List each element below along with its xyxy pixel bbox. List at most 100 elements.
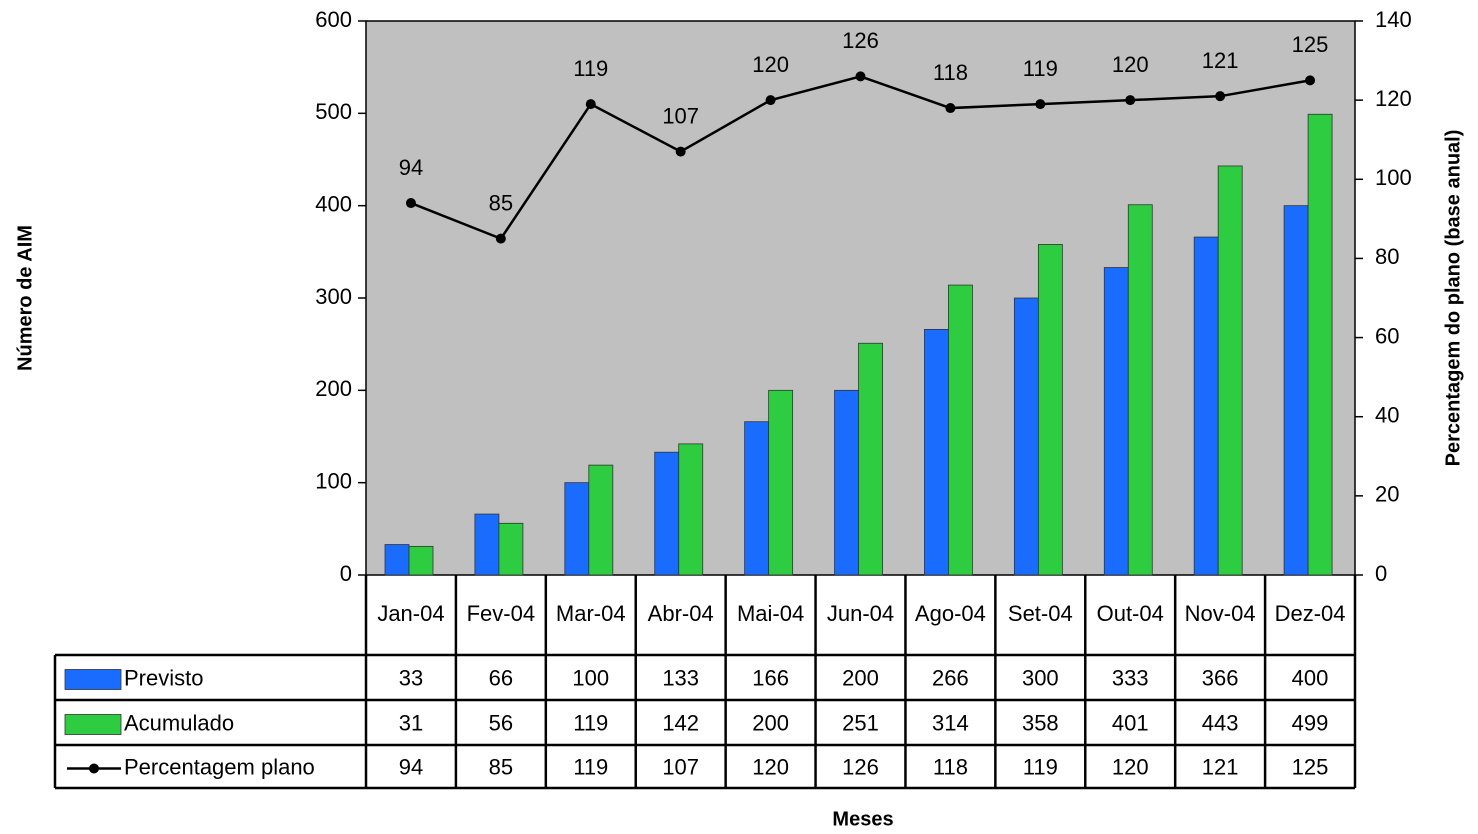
legend-marker — [89, 763, 99, 774]
table-cell: 266 — [932, 665, 969, 690]
table-cell: 120 — [752, 754, 789, 779]
bar — [1127, 204, 1153, 576]
x-tick-label: Abr-04 — [648, 601, 714, 626]
table-cell: 314 — [932, 710, 969, 735]
table-cell: 118 — [933, 754, 968, 779]
data-label: 118 — [933, 60, 968, 85]
bar — [1307, 113, 1333, 576]
table-cell: 119 — [573, 754, 608, 779]
data-label: 120 — [1112, 52, 1149, 77]
table-cell: 366 — [1202, 665, 1239, 690]
data-label: 107 — [662, 103, 699, 128]
bar — [1217, 165, 1243, 576]
y2-tick-label: 0 — [1375, 561, 1387, 586]
table-cell: 333 — [1112, 665, 1149, 690]
table-cell: 142 — [662, 710, 699, 735]
line-point — [1305, 75, 1316, 86]
y-tick-label: 400 — [315, 191, 352, 216]
table-cell: 200 — [842, 665, 879, 690]
table-cell: 126 — [842, 754, 879, 779]
data-label: 119 — [1023, 56, 1058, 81]
y-tick-label: 500 — [315, 99, 352, 124]
data-label: 85 — [489, 190, 513, 215]
table-cell: 133 — [662, 665, 699, 690]
legend-label: Acumulado — [124, 710, 234, 735]
bar — [834, 389, 859, 576]
line-point — [765, 95, 776, 106]
line-point — [1125, 95, 1136, 106]
data-label: 121 — [1202, 48, 1239, 73]
line-point — [945, 103, 956, 114]
bar — [1103, 267, 1129, 576]
data-label: 94 — [399, 155, 423, 180]
table-cell: 33 — [399, 665, 423, 690]
table-cell: 119 — [1023, 754, 1058, 779]
table-cell: 120 — [1112, 754, 1149, 779]
x-tick-label: Jan-04 — [377, 601, 444, 626]
y-tick-label: 100 — [315, 468, 352, 493]
x-tick-label: Nov-04 — [1185, 601, 1256, 626]
x-tick-label: Mai-04 — [737, 601, 804, 626]
x-tick-label: Mar-04 — [556, 601, 626, 626]
x-tick-label: Dez-04 — [1275, 601, 1346, 626]
data-label: 119 — [573, 56, 608, 81]
table-cell: 200 — [752, 710, 789, 735]
table-cell: 499 — [1292, 710, 1329, 735]
table-cell: 107 — [662, 754, 699, 779]
y-tick-label: 200 — [315, 376, 352, 401]
y2-tick-label: 80 — [1375, 244, 1399, 269]
line-point — [1215, 91, 1226, 102]
bar — [678, 443, 704, 576]
table-cell: 166 — [752, 665, 789, 690]
legend-label: Previsto — [124, 665, 203, 690]
y2-tick-label: 140 — [1375, 7, 1412, 32]
line-point — [1035, 99, 1046, 110]
line-point — [585, 99, 596, 110]
bar — [858, 342, 883, 576]
table-cell: 300 — [1022, 665, 1059, 690]
y2-tick-label: 20 — [1375, 482, 1399, 507]
data-label: 125 — [1292, 32, 1329, 57]
data-label: 120 — [752, 52, 789, 77]
data-label: 126 — [842, 28, 879, 53]
line-point — [495, 233, 506, 244]
bar — [1037, 244, 1063, 576]
table-cell: 401 — [1112, 710, 1149, 735]
line-point — [675, 146, 686, 157]
line-point — [405, 198, 416, 209]
table-cell: 358 — [1022, 710, 1059, 735]
bar — [1013, 297, 1039, 576]
bar — [408, 545, 434, 576]
table-cell: 56 — [489, 710, 513, 735]
bar — [1193, 236, 1219, 576]
table-cell: 100 — [572, 665, 609, 690]
bar — [384, 544, 410, 576]
y2-tick-label: 60 — [1375, 323, 1399, 348]
table-cell: 251 — [842, 710, 879, 735]
table-cell: 119 — [573, 710, 608, 735]
table-cell: 94 — [399, 754, 423, 779]
x-tick-label: Set-04 — [1008, 601, 1073, 626]
legend-swatch — [64, 669, 122, 690]
y2-tick-label: 120 — [1375, 86, 1412, 111]
y2-axis-label: Percentagem do plano (base anual) — [1442, 130, 1464, 467]
bar — [924, 328, 949, 576]
table-cell: 400 — [1292, 665, 1329, 690]
y-tick-label: 0 — [340, 561, 352, 586]
x-tick-label: Out-04 — [1097, 601, 1164, 626]
bar — [654, 451, 680, 576]
x-tick-label: Jun-04 — [827, 601, 894, 626]
bar — [1283, 205, 1309, 576]
x-tick-label: Ago-04 — [915, 601, 986, 626]
x-axis-label: Meses — [832, 808, 893, 830]
bar — [474, 513, 500, 576]
y2-tick-label: 40 — [1375, 403, 1399, 428]
y-tick-label: 600 — [315, 7, 352, 32]
y-tick-label: 300 — [315, 284, 352, 309]
table-cell: 85 — [489, 754, 513, 779]
table-cell: 121 — [1202, 754, 1239, 779]
table-cell: 443 — [1202, 710, 1239, 735]
bar — [744, 421, 770, 576]
bar — [498, 522, 524, 576]
x-tick-label: Fev-04 — [467, 601, 535, 626]
